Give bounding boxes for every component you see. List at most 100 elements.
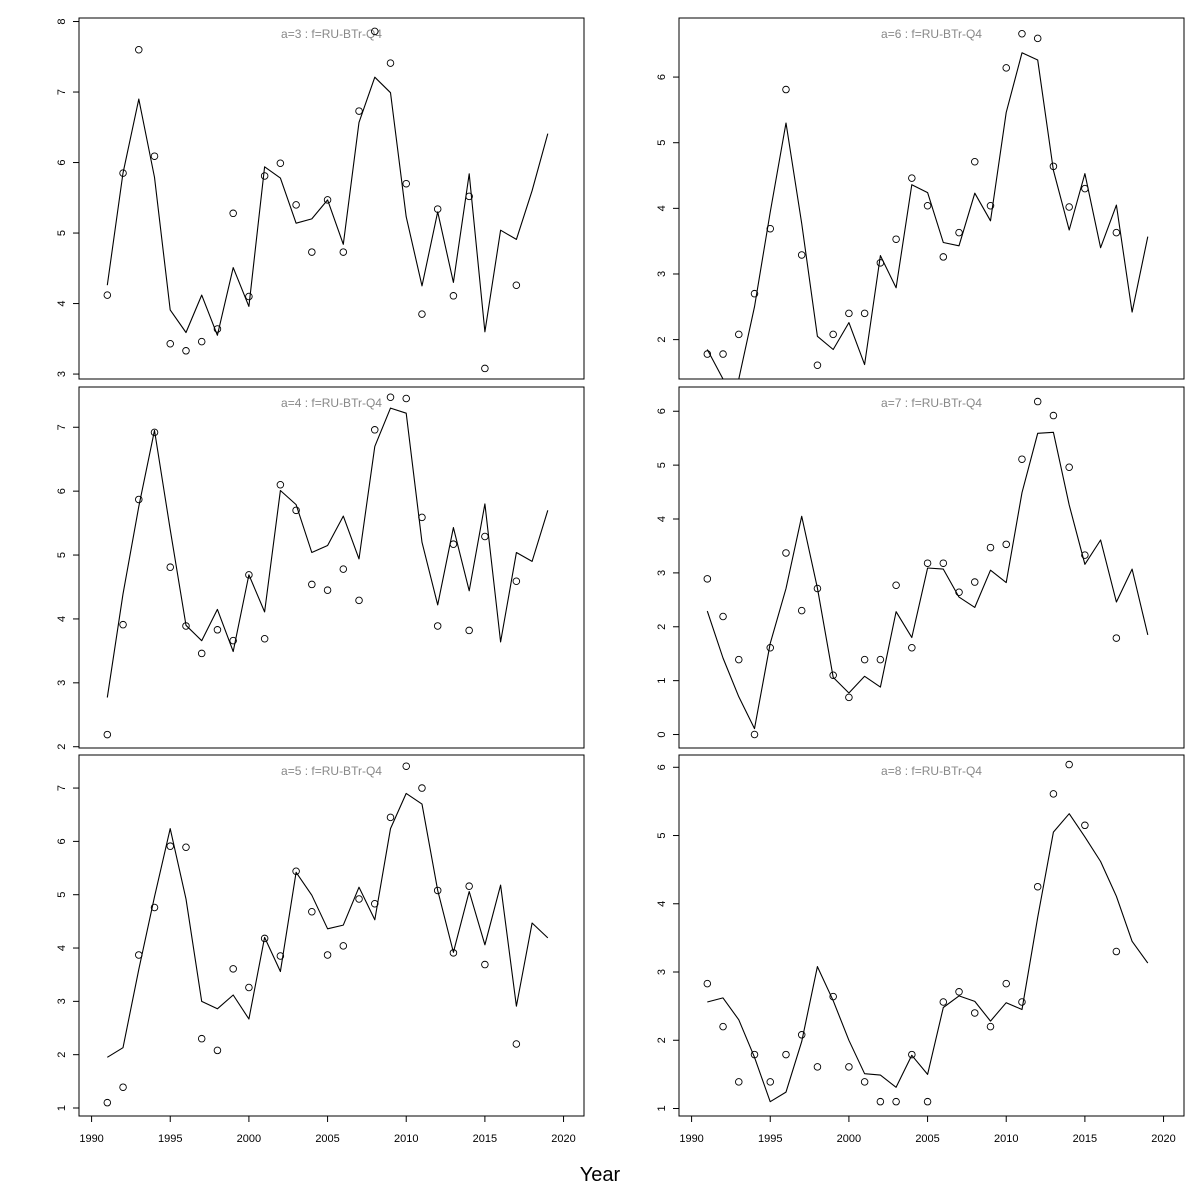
y-tick-label: 2 xyxy=(656,1037,668,1043)
panel-title: a=3 : f=RU-BTr-Q4 xyxy=(281,27,382,41)
observed-point xyxy=(1065,760,1073,769)
y-tick-label: 2 xyxy=(56,744,68,750)
observed-point xyxy=(276,481,285,489)
chart-panel: a=6 : f=RU-BTr-Q4 2 3 4 5 6 xyxy=(656,17,1185,380)
y-tick-label: 6 xyxy=(656,764,668,770)
x-tick-label: 2005 xyxy=(915,1133,939,1145)
observed-point xyxy=(418,784,426,792)
y-tick-label: 7 xyxy=(56,785,68,791)
y-tick-label: 4 xyxy=(656,516,668,522)
y-tick-label: 4 xyxy=(56,945,68,951)
panel-title: a=8 : f=RU-BTr-Q4 xyxy=(881,764,982,778)
observed-point xyxy=(308,580,316,589)
y-tick-label: 2 xyxy=(656,624,668,630)
observed-point xyxy=(908,644,916,652)
plot-frame xyxy=(678,386,1185,749)
observed-point xyxy=(103,291,112,299)
observed-point xyxy=(750,289,759,298)
observed-point xyxy=(892,1097,900,1106)
plot-data xyxy=(703,760,1149,1106)
observed-point xyxy=(923,201,932,210)
observed-point xyxy=(433,622,442,630)
observed-point xyxy=(892,235,900,243)
observed-point xyxy=(292,506,300,515)
observed-point xyxy=(150,428,159,437)
observed-point xyxy=(276,952,285,960)
y-tick-label: 0 xyxy=(656,731,668,737)
observed-point xyxy=(213,325,222,333)
observed-point xyxy=(735,1078,743,1086)
y-tick-label: 1 xyxy=(656,1105,668,1111)
x-tick-label: 1990 xyxy=(679,1133,703,1145)
observed-point xyxy=(986,1022,995,1031)
observed-point xyxy=(955,228,963,237)
observed-point xyxy=(119,620,127,629)
observed-point xyxy=(845,693,853,702)
observed-point xyxy=(1112,228,1121,237)
observed-point xyxy=(971,578,979,586)
plot-frame xyxy=(78,17,585,380)
observed-point xyxy=(829,330,837,339)
observed-point xyxy=(703,350,712,358)
observed-point xyxy=(402,179,410,188)
observed-point xyxy=(766,1078,774,1086)
x-tick-label: 2020 xyxy=(1151,1133,1175,1145)
observed-point xyxy=(308,908,316,916)
observed-point xyxy=(813,1063,822,1071)
observed-point xyxy=(1033,34,1042,43)
x-tick-label: 2000 xyxy=(837,1133,861,1145)
observed-point xyxy=(119,1083,127,1091)
observed-point xyxy=(260,934,269,943)
y-tick-label: 5 xyxy=(656,832,668,838)
observed-point xyxy=(386,59,395,67)
x-tick-label: 1995 xyxy=(758,1133,782,1145)
y-tick-label: 1 xyxy=(656,678,668,684)
y-tick-label: 5 xyxy=(656,140,668,146)
observed-point xyxy=(782,85,790,94)
observed-point xyxy=(197,1034,206,1043)
panel-title: a=5 : f=RU-BTr-Q4 xyxy=(281,764,382,778)
observed-point xyxy=(719,350,727,358)
observed-point xyxy=(860,655,869,664)
observed-point xyxy=(213,626,222,634)
panel-title: a=7 : f=RU-BTr-Q4 xyxy=(881,396,982,410)
observed-point xyxy=(323,951,332,959)
fitted-line xyxy=(106,407,549,698)
observed-point xyxy=(182,622,190,630)
observed-point xyxy=(386,813,395,822)
observed-point xyxy=(1002,64,1010,72)
y-tick-label: 3 xyxy=(56,680,68,686)
y-tick-label: 6 xyxy=(656,74,668,80)
observed-point xyxy=(339,565,348,573)
observed-point xyxy=(719,1022,727,1031)
y-tick-label: 3 xyxy=(656,271,668,277)
chart-panel: a=3 : f=RU-BTr-Q4 3 4 5 6 7 8 xyxy=(56,17,585,380)
chart-panel: a=8 : f=RU-BTr-Q4 1 2 3 4 5 6 1990 1995 2000 2005 2… xyxy=(656,754,1185,1145)
observed-point xyxy=(1018,455,1026,463)
observed-point xyxy=(813,361,822,369)
observed-point xyxy=(1033,397,1042,406)
plot-data xyxy=(703,397,1149,739)
x-tick-label: 2020 xyxy=(551,1133,575,1145)
observed-point xyxy=(433,205,442,213)
observed-point xyxy=(860,1078,869,1086)
y-tick-label: 3 xyxy=(56,371,68,377)
observed-point xyxy=(750,730,759,739)
fitted-line xyxy=(706,431,1149,730)
observed-point xyxy=(292,867,300,875)
observed-point xyxy=(971,157,979,166)
observed-point xyxy=(955,588,963,597)
plot-frame xyxy=(678,17,1185,380)
observed-point xyxy=(986,201,995,210)
observed-point xyxy=(323,196,332,204)
observed-point xyxy=(449,292,458,300)
panel-title: a=4 : f=RU-BTr-Q4 xyxy=(281,396,382,410)
observed-point xyxy=(1081,184,1089,193)
observed-point xyxy=(449,540,458,548)
y-tick-label: 7 xyxy=(56,89,68,95)
observed-point xyxy=(465,192,473,201)
observed-point xyxy=(292,201,300,209)
observed-point xyxy=(229,965,237,973)
observed-point xyxy=(1065,203,1073,211)
